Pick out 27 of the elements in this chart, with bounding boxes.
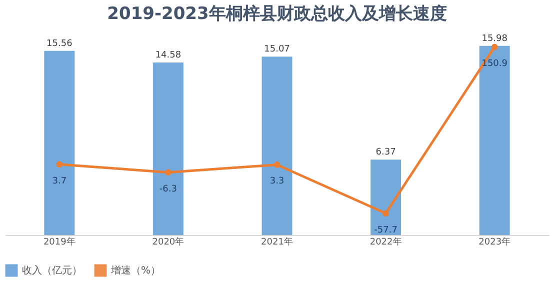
data-label: 3.7 — [52, 176, 67, 186]
point — [274, 162, 280, 168]
chart-title: 2019-2023年桐梓县财政总收入及增长速度 — [107, 4, 447, 24]
data-label: 3.3 — [270, 176, 284, 187]
x-tick-label: 2021年 — [261, 236, 293, 248]
data-label: 14.58 — [155, 50, 182, 60]
bar — [479, 46, 510, 235]
x-tick-label: 2022年 — [370, 236, 402, 248]
data-label: 15.07 — [264, 44, 290, 55]
data-label: 6.37 — [376, 148, 396, 158]
x-tick-label: 2020年 — [152, 236, 184, 248]
data-label: -6.3 — [159, 184, 177, 194]
point — [491, 44, 498, 50]
x-tick-label: 2019年 — [43, 236, 76, 248]
point — [56, 161, 63, 168]
data-label: 15.56 — [46, 38, 73, 49]
legend-label: 收入（亿元） — [22, 264, 82, 277]
bar — [44, 50, 75, 235]
data-label: -57.7 — [374, 225, 398, 236]
bar — [152, 62, 184, 235]
legend-label: 增速（%） — [110, 264, 161, 277]
data-label: 15.98 — [482, 34, 508, 44]
bar — [262, 56, 292, 235]
point — [382, 210, 389, 217]
x-tick-label: 2023年 — [478, 236, 511, 248]
point — [165, 169, 172, 176]
bar — [370, 160, 402, 235]
